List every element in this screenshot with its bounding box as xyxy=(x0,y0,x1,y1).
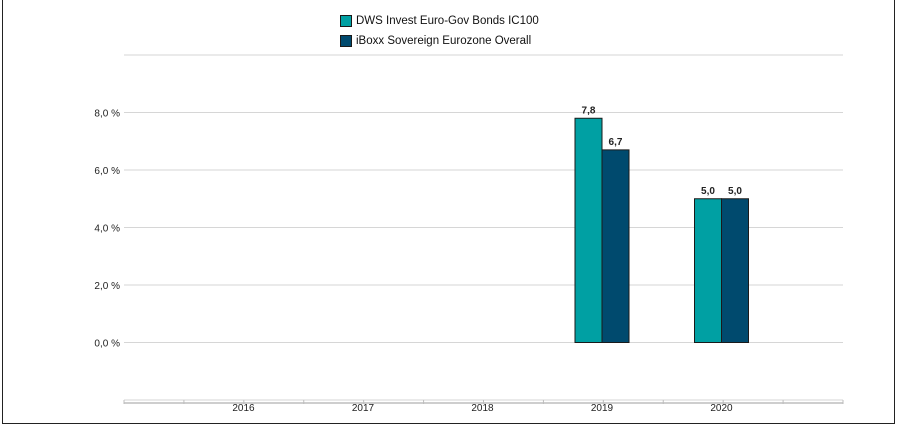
y-tick-label: 2,0 % xyxy=(94,281,120,292)
x-tick-label: 2017 xyxy=(352,403,375,414)
bar-benchmark xyxy=(601,149,630,343)
y-tick-label: 0,0 % xyxy=(94,339,120,350)
bar-benchmark xyxy=(721,198,749,343)
data-label-fund: 7,8 xyxy=(582,105,596,116)
data-label-fund: 5,0 xyxy=(701,186,715,197)
x-tick-label: 2019 xyxy=(591,403,614,414)
legend-item-fund: DWS Invest Euro-Gov Bonds IC100 xyxy=(340,11,539,31)
x-tick-label: 2016 xyxy=(232,403,255,414)
data-label-benchmark: 6,7 xyxy=(609,137,623,148)
y-tick-label: 8,0 % xyxy=(94,109,120,120)
legend-label-fund: DWS Invest Euro-Gov Bonds IC100 xyxy=(356,15,539,27)
legend-label-benchmark: iBoxx Sovereign Eurozone Overall xyxy=(356,35,532,47)
data-label-benchmark: 5,0 xyxy=(728,186,742,197)
y-tick-label: 4,0 % xyxy=(94,224,120,235)
legend-swatch-benchmark xyxy=(340,35,352,47)
y-tick-label: 6,0 % xyxy=(94,166,120,177)
legend-item-benchmark: iBoxx Sovereign Eurozone Overall xyxy=(340,31,539,51)
bar-fund xyxy=(574,117,603,343)
x-tick-label: 2020 xyxy=(710,403,733,414)
legend: DWS Invest Euro-Gov Bonds IC100 iBoxx So… xyxy=(340,11,539,51)
x-tick-label: 2018 xyxy=(471,403,494,414)
legend-swatch-fund xyxy=(340,15,352,27)
bar-fund xyxy=(694,198,722,343)
